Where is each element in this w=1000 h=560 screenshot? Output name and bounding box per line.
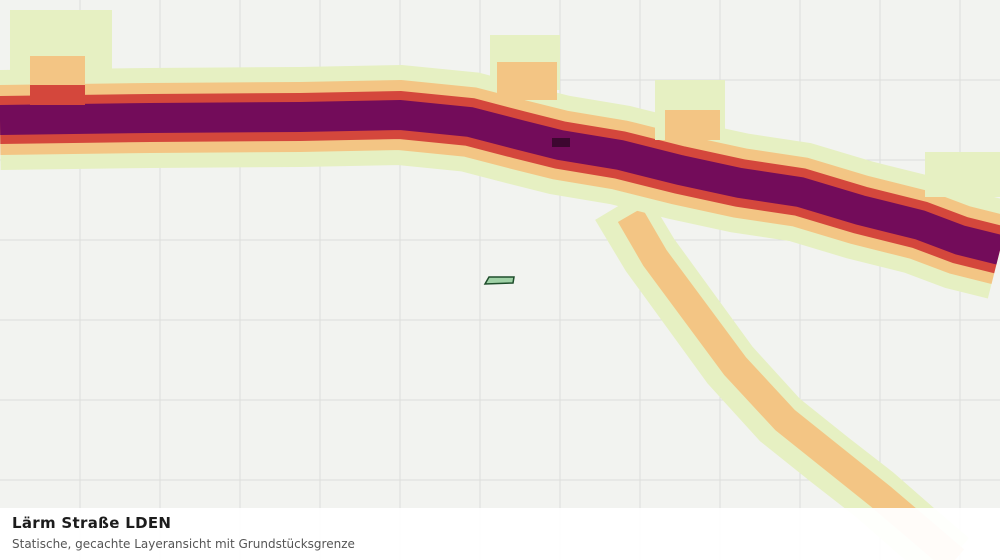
noise-zone-low <box>925 152 1000 197</box>
layer-subtitle: Statische, gecachte Layeransicht mit Gru… <box>12 537 355 551</box>
noise-zone-high <box>30 85 85 105</box>
noise-zone-mid <box>30 56 85 86</box>
parcel-boundary <box>483 276 515 285</box>
noise-zone-mid <box>497 62 557 100</box>
noise-zone-very-high <box>0 99 1000 265</box>
noise-zone-mid <box>665 110 720 140</box>
noise-zone-dark <box>552 138 570 147</box>
noise-layer <box>0 10 1000 560</box>
layer-title: Lärm Straße LDEN <box>12 514 172 532</box>
legend-panel: Lärm Straße LDEN Statische, gecachte Lay… <box>0 508 1000 560</box>
